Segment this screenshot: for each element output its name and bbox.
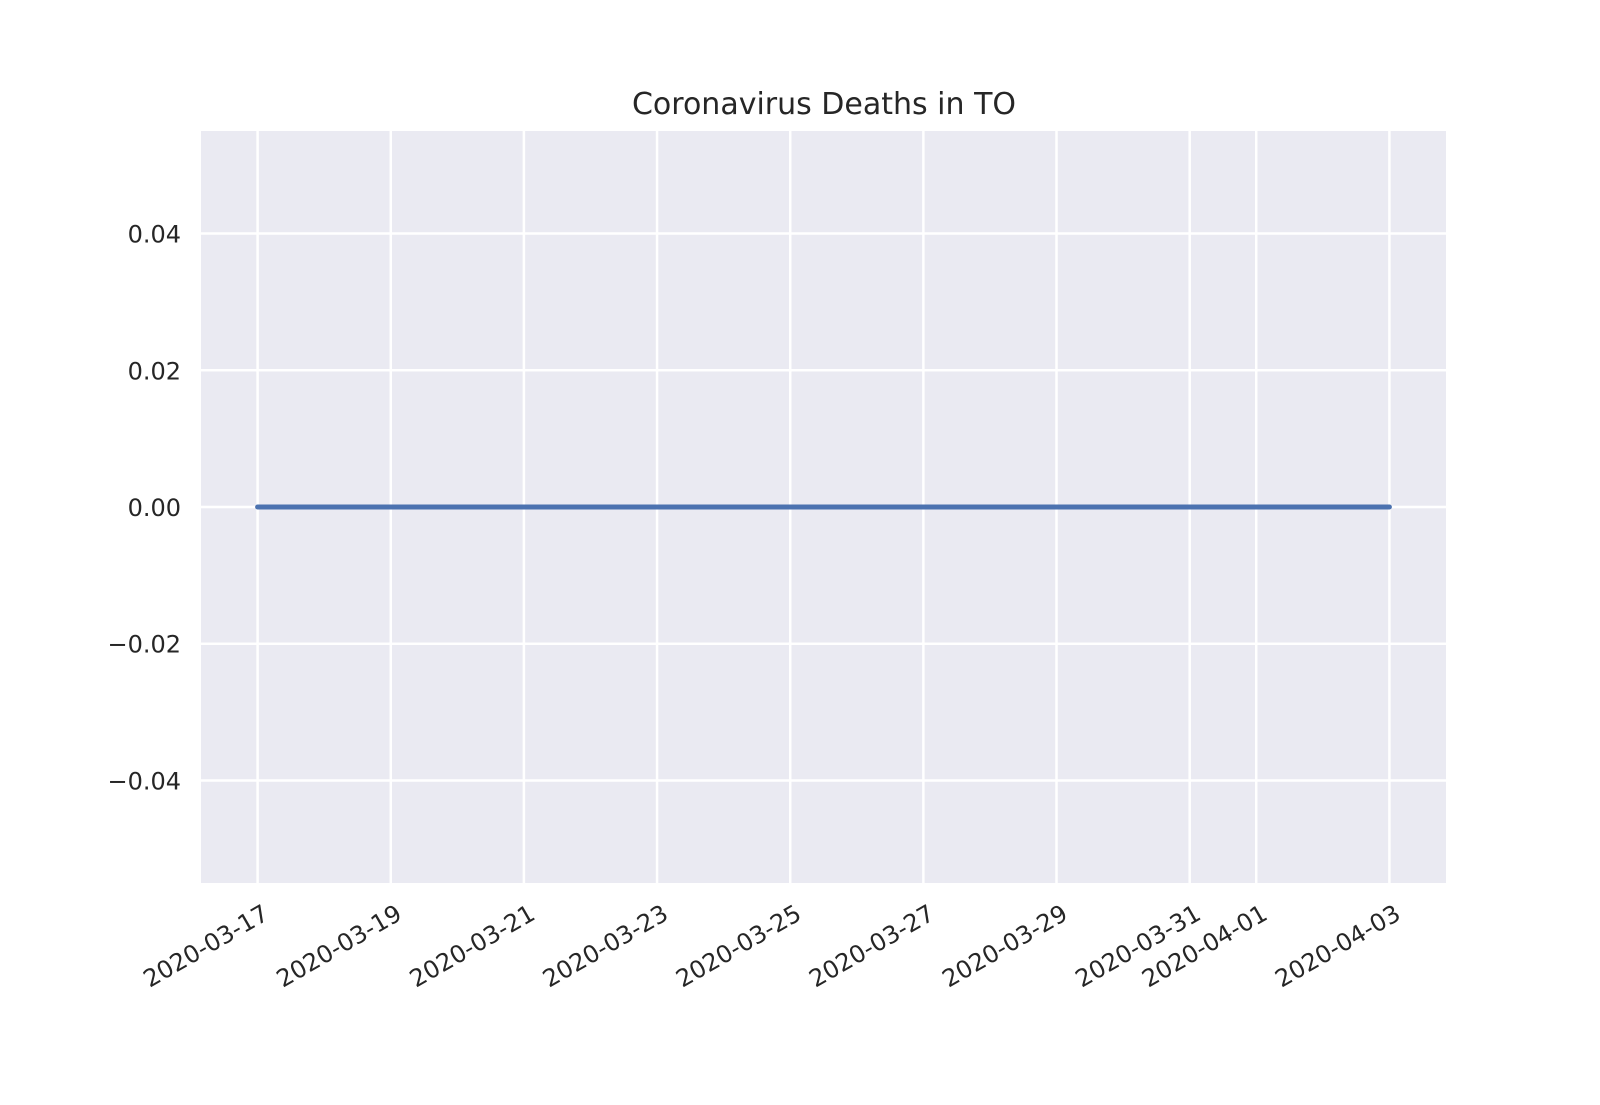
x-tick-label: 2020-03-19 xyxy=(272,899,407,993)
x-tick-label: 2020-03-17 xyxy=(139,899,274,993)
y-tick-label: 0.02 xyxy=(128,357,181,385)
x-tick-label: 2020-03-25 xyxy=(671,899,806,993)
y-tick-label: −0.04 xyxy=(107,767,181,795)
y-axis-ticks: −0.04 −0.02 0.00 0.02 0.04 xyxy=(107,221,181,796)
x-tick-label: 2020-03-29 xyxy=(938,899,1073,993)
x-tick-label: 2020-03-27 xyxy=(804,899,939,993)
x-tick-label: 2020-04-03 xyxy=(1270,899,1405,993)
chart-title: Coronavirus Deaths in TO xyxy=(632,87,1016,122)
x-tick-label: 2020-03-23 xyxy=(538,899,673,993)
x-axis-ticks: 2020-03-172020-03-192020-03-212020-03-23… xyxy=(139,899,1406,993)
y-tick-label: −0.02 xyxy=(107,631,181,659)
x-tick-label: 2020-03-21 xyxy=(405,899,540,993)
y-tick-label: 0.00 xyxy=(128,494,181,522)
y-tick-label: 0.04 xyxy=(128,221,181,249)
